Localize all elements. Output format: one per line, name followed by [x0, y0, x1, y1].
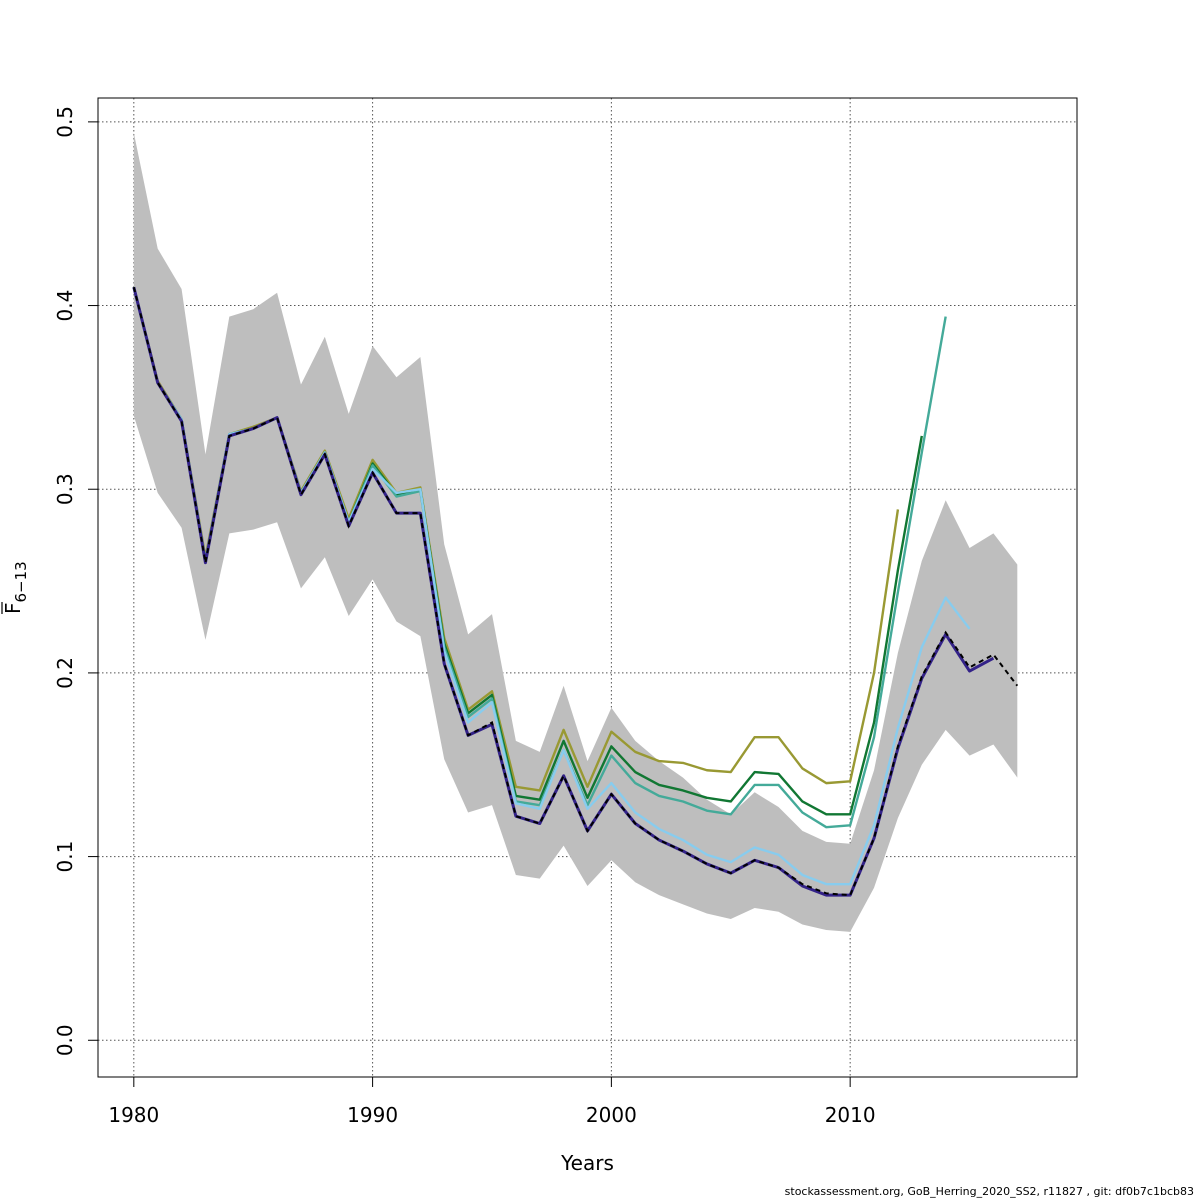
x-tick-label-0: 1980 — [108, 1103, 159, 1127]
footer-note: stockassessment.org, GoB_Herring_2020_SS… — [784, 1185, 1194, 1198]
series-lines — [132, 286, 1019, 897]
svg-text:F6−13: F6−13 — [1, 561, 30, 614]
x-tick-label-2: 2000 — [586, 1103, 637, 1127]
series-line-1 — [132, 286, 995, 897]
y-tick-label-2: 0.2 — [53, 657, 77, 689]
x-axis-title: Years — [560, 1151, 614, 1175]
y-axis-title-subscript: 6−13 — [12, 561, 30, 602]
plot-frame — [97, 97, 1078, 1078]
y-tick-label-3: 0.3 — [53, 473, 77, 505]
y-axis-title-base: F — [1, 602, 25, 614]
y-tick-label-4: 0.4 — [53, 290, 77, 322]
plot-border — [97, 97, 1078, 1078]
y-axis-title: F6−13 — [1, 561, 30, 614]
x-tick-label-3: 2010 — [825, 1103, 876, 1127]
base-estimate-line — [132, 286, 1019, 897]
x-tick-label-1: 1990 — [347, 1103, 398, 1127]
y-tick-label-1: 0.1 — [53, 841, 77, 873]
axis-ticks: 1980 1990 2000 2010 0.0 0.1 0.2 0.3 0.4 0.5 — [53, 106, 876, 1127]
y-tick-label-5: 0.5 — [53, 106, 77, 138]
y-tick-label-0: 0.0 — [53, 1024, 77, 1056]
